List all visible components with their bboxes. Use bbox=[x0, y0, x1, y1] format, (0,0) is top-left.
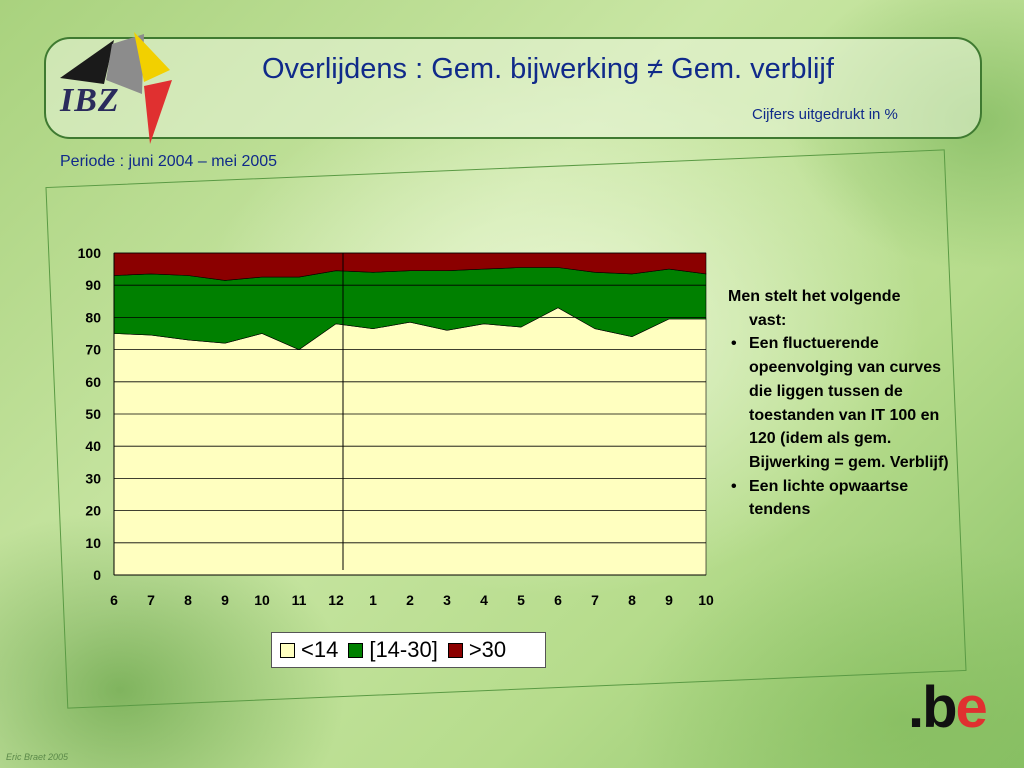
logo-text: IBZ bbox=[60, 82, 120, 119]
legend-swatch bbox=[280, 642, 295, 658]
title-banner bbox=[44, 37, 982, 139]
notes-list: Een fluctuerende opeenvolging van curves… bbox=[728, 332, 964, 522]
y-tick-label: 50 bbox=[85, 406, 101, 422]
notes-lead-line1: Men stelt het volgende bbox=[728, 288, 901, 305]
y-tick-label: 40 bbox=[85, 438, 101, 454]
y-tick-label: 30 bbox=[85, 470, 101, 486]
x-tick-label: 6 bbox=[554, 592, 562, 608]
notes-bullet: Een lichte opwaartse tendens bbox=[728, 475, 964, 522]
y-tick-label: 90 bbox=[85, 277, 101, 293]
chart-legend: <14 [14-30] >30 bbox=[271, 632, 546, 668]
x-tick-label: 11 bbox=[292, 592, 307, 608]
y-tick-label: 100 bbox=[78, 245, 102, 261]
x-tick-label: 1 bbox=[369, 592, 377, 608]
y-tick-label: 0 bbox=[93, 567, 101, 583]
logo-grey-triangle bbox=[106, 34, 144, 94]
x-tick-label: 4 bbox=[480, 592, 488, 608]
legend-label: <14 bbox=[301, 637, 339, 662]
x-tick-label: 7 bbox=[591, 592, 599, 608]
y-tick-label: 20 bbox=[85, 503, 101, 519]
legend-swatch bbox=[447, 642, 463, 658]
legend-item-gt30: >30 bbox=[447, 637, 507, 663]
x-tick-label: 8 bbox=[184, 592, 192, 608]
x-tick-label: 3 bbox=[443, 592, 451, 608]
logo-black-triangle bbox=[60, 40, 114, 84]
be-logo-e: e bbox=[955, 675, 988, 740]
notes-lead-line2: vast: bbox=[749, 311, 787, 329]
x-tick-label: 8 bbox=[628, 592, 636, 608]
period-label: Periode : juni 2004 – mei 2005 bbox=[60, 153, 278, 170]
y-tick-label: 70 bbox=[85, 342, 101, 358]
x-tick-label: 5 bbox=[517, 592, 525, 608]
page-subtitle: Cijfers uitgedrukt in % bbox=[752, 106, 898, 123]
x-tick-label: 12 bbox=[328, 592, 344, 608]
notes-panel: Men stelt het volgende vast: Een fluctue… bbox=[728, 285, 964, 522]
y-tick-label: 60 bbox=[85, 374, 101, 390]
legend-swatch bbox=[348, 642, 364, 658]
x-tick-label: 2 bbox=[406, 592, 414, 608]
logo-red-triangle bbox=[144, 80, 172, 144]
logo-yellow-triangle bbox=[134, 32, 170, 82]
x-tick-label: 10 bbox=[698, 592, 714, 608]
x-tick-label: 7 bbox=[147, 592, 155, 608]
legend-label: >30 bbox=[468, 637, 507, 662]
notes-bullet: Een fluctuerende opeenvolging van curves… bbox=[728, 332, 964, 474]
legend-label: [14-30] bbox=[369, 637, 438, 662]
y-tick-label: 80 bbox=[85, 309, 101, 325]
x-tick-label: 6 bbox=[110, 592, 118, 608]
x-tick-label: 9 bbox=[221, 592, 229, 608]
series-area-0 bbox=[113, 307, 707, 576]
legend-item-lt14: <14 bbox=[280, 637, 338, 663]
x-tick-label: 10 bbox=[254, 592, 270, 608]
y-tick-label: 10 bbox=[85, 535, 101, 551]
page-title: Overlijdens : Gem. bijwerking ≠ Gem. ver… bbox=[262, 53, 834, 85]
ibz-logo bbox=[60, 32, 172, 144]
copyright-text: Eric Braet 2005 bbox=[6, 752, 69, 762]
legend-item-14-30: [14-30] bbox=[348, 637, 438, 663]
be-logo: .be bbox=[908, 675, 988, 740]
x-tick-label: 9 bbox=[665, 592, 673, 608]
